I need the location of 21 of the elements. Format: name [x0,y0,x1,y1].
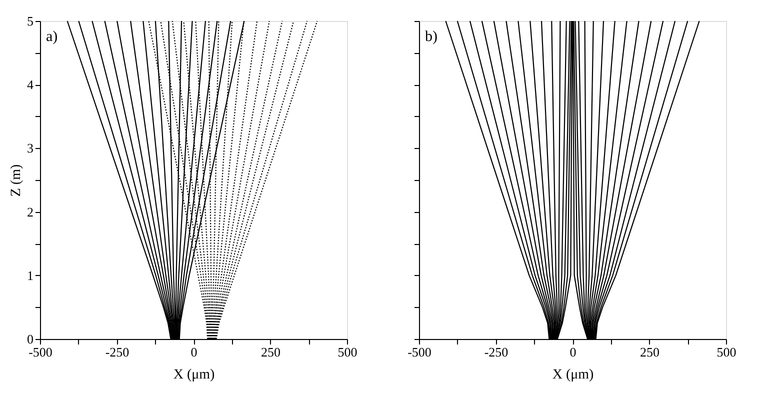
x-axis-title: X (μm) [552,368,594,382]
x-tick-label: -500 [408,344,432,360]
x-tick-label: -250 [484,344,508,360]
annotation: a) [46,29,58,45]
x-tick-label: 500 [716,344,736,360]
x-tick-label: -250 [105,344,130,360]
y-tick-label: 4 [27,77,34,92]
annotation: b) [425,29,438,45]
x-tick-label: 0 [190,344,198,360]
x-tick-label: 250 [640,344,660,360]
x-tick-label: -500 [28,344,52,360]
y-tick-label: 5 [27,14,34,28]
x-tick-label: 250 [261,344,280,360]
y-tick-label: 0 [27,332,34,346]
x-tick-label: 500 [338,344,358,360]
x-axis-title: X (μm) [173,368,215,382]
y-axis-title: Z (m) [9,164,24,197]
y-tick-label: 2 [27,204,34,220]
y-tick-label: 1 [27,268,34,283]
y-tick-label: 3 [27,140,34,156]
x-tick-label: 0 [570,344,576,360]
